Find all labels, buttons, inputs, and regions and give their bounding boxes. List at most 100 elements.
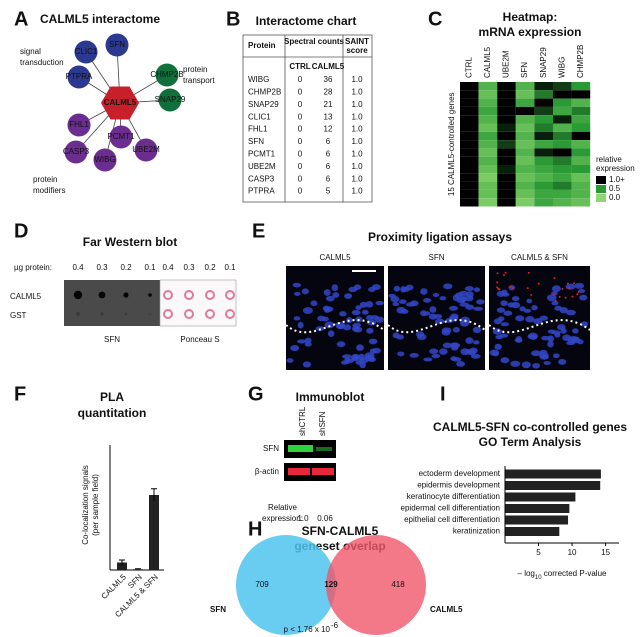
nucleus	[554, 305, 563, 311]
nucleus	[301, 288, 309, 295]
heatmap-cell	[534, 90, 553, 99]
amount: 0.3	[183, 263, 195, 272]
heatmap-cell	[515, 106, 535, 116]
nucleus	[547, 340, 554, 348]
colorbar-tick-label: 0.5	[609, 184, 621, 193]
table-cell: 6	[326, 150, 331, 159]
heatmap-cell	[515, 140, 535, 149]
table-cell: 1.0	[351, 88, 363, 97]
bar	[505, 527, 560, 536]
x-tick-label: 10	[568, 548, 577, 557]
heatmap-cell	[553, 181, 572, 190]
nucleus	[323, 289, 331, 296]
x-tick-label: CALML5	[100, 572, 129, 601]
heatmap-cell	[534, 115, 553, 124]
nucleus	[434, 318, 445, 325]
nucleus	[355, 305, 362, 310]
basement-line	[387, 319, 486, 334]
stain-spot	[184, 290, 194, 300]
table-cell: 13	[324, 112, 333, 121]
amount-label: µg protein:	[14, 263, 52, 272]
table-cell: 0	[298, 174, 303, 183]
nucleus	[416, 334, 427, 340]
nucleus	[494, 343, 502, 350]
table-cell: 0	[298, 100, 303, 109]
panel-title: Far Western blot	[83, 235, 177, 249]
table-cell: 0	[298, 150, 303, 159]
nucleus	[368, 338, 378, 345]
nucleus	[551, 291, 558, 296]
bar	[149, 495, 159, 570]
relative-label: Relative	[268, 503, 297, 512]
basement-line	[488, 319, 591, 334]
nucleus	[304, 337, 312, 344]
blot-label: SFN	[104, 335, 120, 344]
blot-spot	[123, 292, 129, 298]
error-bar	[135, 568, 141, 570]
nucleus	[572, 328, 579, 334]
nucleus	[336, 341, 346, 348]
heatmap-cell	[497, 82, 516, 91]
table-cell: 36	[324, 75, 333, 84]
heatmap-cell	[553, 189, 572, 199]
band	[288, 445, 313, 452]
nucleus	[500, 357, 510, 364]
group-label: transport	[183, 76, 215, 85]
nucleus	[290, 345, 300, 352]
table-cell: CLIC1	[248, 112, 271, 121]
node	[64, 140, 88, 164]
heatmap-cell	[478, 131, 498, 141]
nucleus	[396, 334, 404, 340]
nucleus	[495, 334, 504, 340]
heatmap-cell	[571, 115, 591, 124]
colorbar-label: expression	[596, 164, 635, 173]
nucleus	[511, 301, 521, 309]
heatmap-cell	[515, 82, 535, 91]
heatmap-cell	[515, 156, 535, 165]
panel-label: C	[428, 8, 442, 30]
panel-label: D	[14, 220, 28, 242]
heatmap-cell	[460, 131, 479, 141]
heatmap-cell	[478, 165, 498, 174]
heatmap-cell	[534, 98, 553, 107]
y-tick-label: epithelial cell differentiation	[404, 515, 500, 524]
nucleus	[286, 358, 294, 363]
heatmap-cell	[534, 131, 553, 141]
heatmap-cell	[460, 189, 479, 199]
panel-title: PLA	[100, 390, 124, 404]
panel-label: B	[226, 8, 240, 30]
column-label: SFN	[520, 62, 529, 78]
heatmap-cell	[553, 156, 572, 165]
blot-spot	[73, 290, 83, 300]
nucleus	[531, 350, 541, 357]
y-tick-label: epidermal cell differentiation	[401, 504, 500, 513]
amount: 0.1	[224, 263, 236, 272]
basement-line	[285, 319, 385, 334]
table-cell: 0	[298, 137, 303, 146]
heatmap-cell	[478, 173, 498, 182]
heatmap-cell	[497, 90, 516, 99]
nucleus	[551, 285, 561, 293]
blot-spot	[149, 313, 151, 315]
node-label: CHMP2B	[150, 70, 183, 79]
heatmap-cell	[460, 115, 479, 124]
stain-spot	[163, 290, 173, 300]
nucleus	[439, 348, 448, 355]
heatmap-cell	[478, 181, 498, 190]
node	[155, 63, 179, 87]
nucleus	[353, 284, 362, 290]
heatmap-cell	[497, 181, 516, 190]
nucleus	[350, 354, 361, 362]
nucleus	[451, 345, 459, 351]
bar	[505, 481, 601, 490]
table-cell: 0	[298, 88, 303, 97]
nucleus	[356, 344, 364, 351]
y-axis-label: Co-localization signals	[81, 465, 90, 545]
pla-signal	[496, 281, 499, 284]
x-axis-label-part: corrected P-value	[542, 569, 607, 578]
node	[109, 125, 133, 149]
heatmap-cell	[534, 189, 553, 199]
nucleus	[496, 290, 506, 297]
nucleus	[441, 329, 451, 336]
nucleus	[465, 348, 473, 355]
